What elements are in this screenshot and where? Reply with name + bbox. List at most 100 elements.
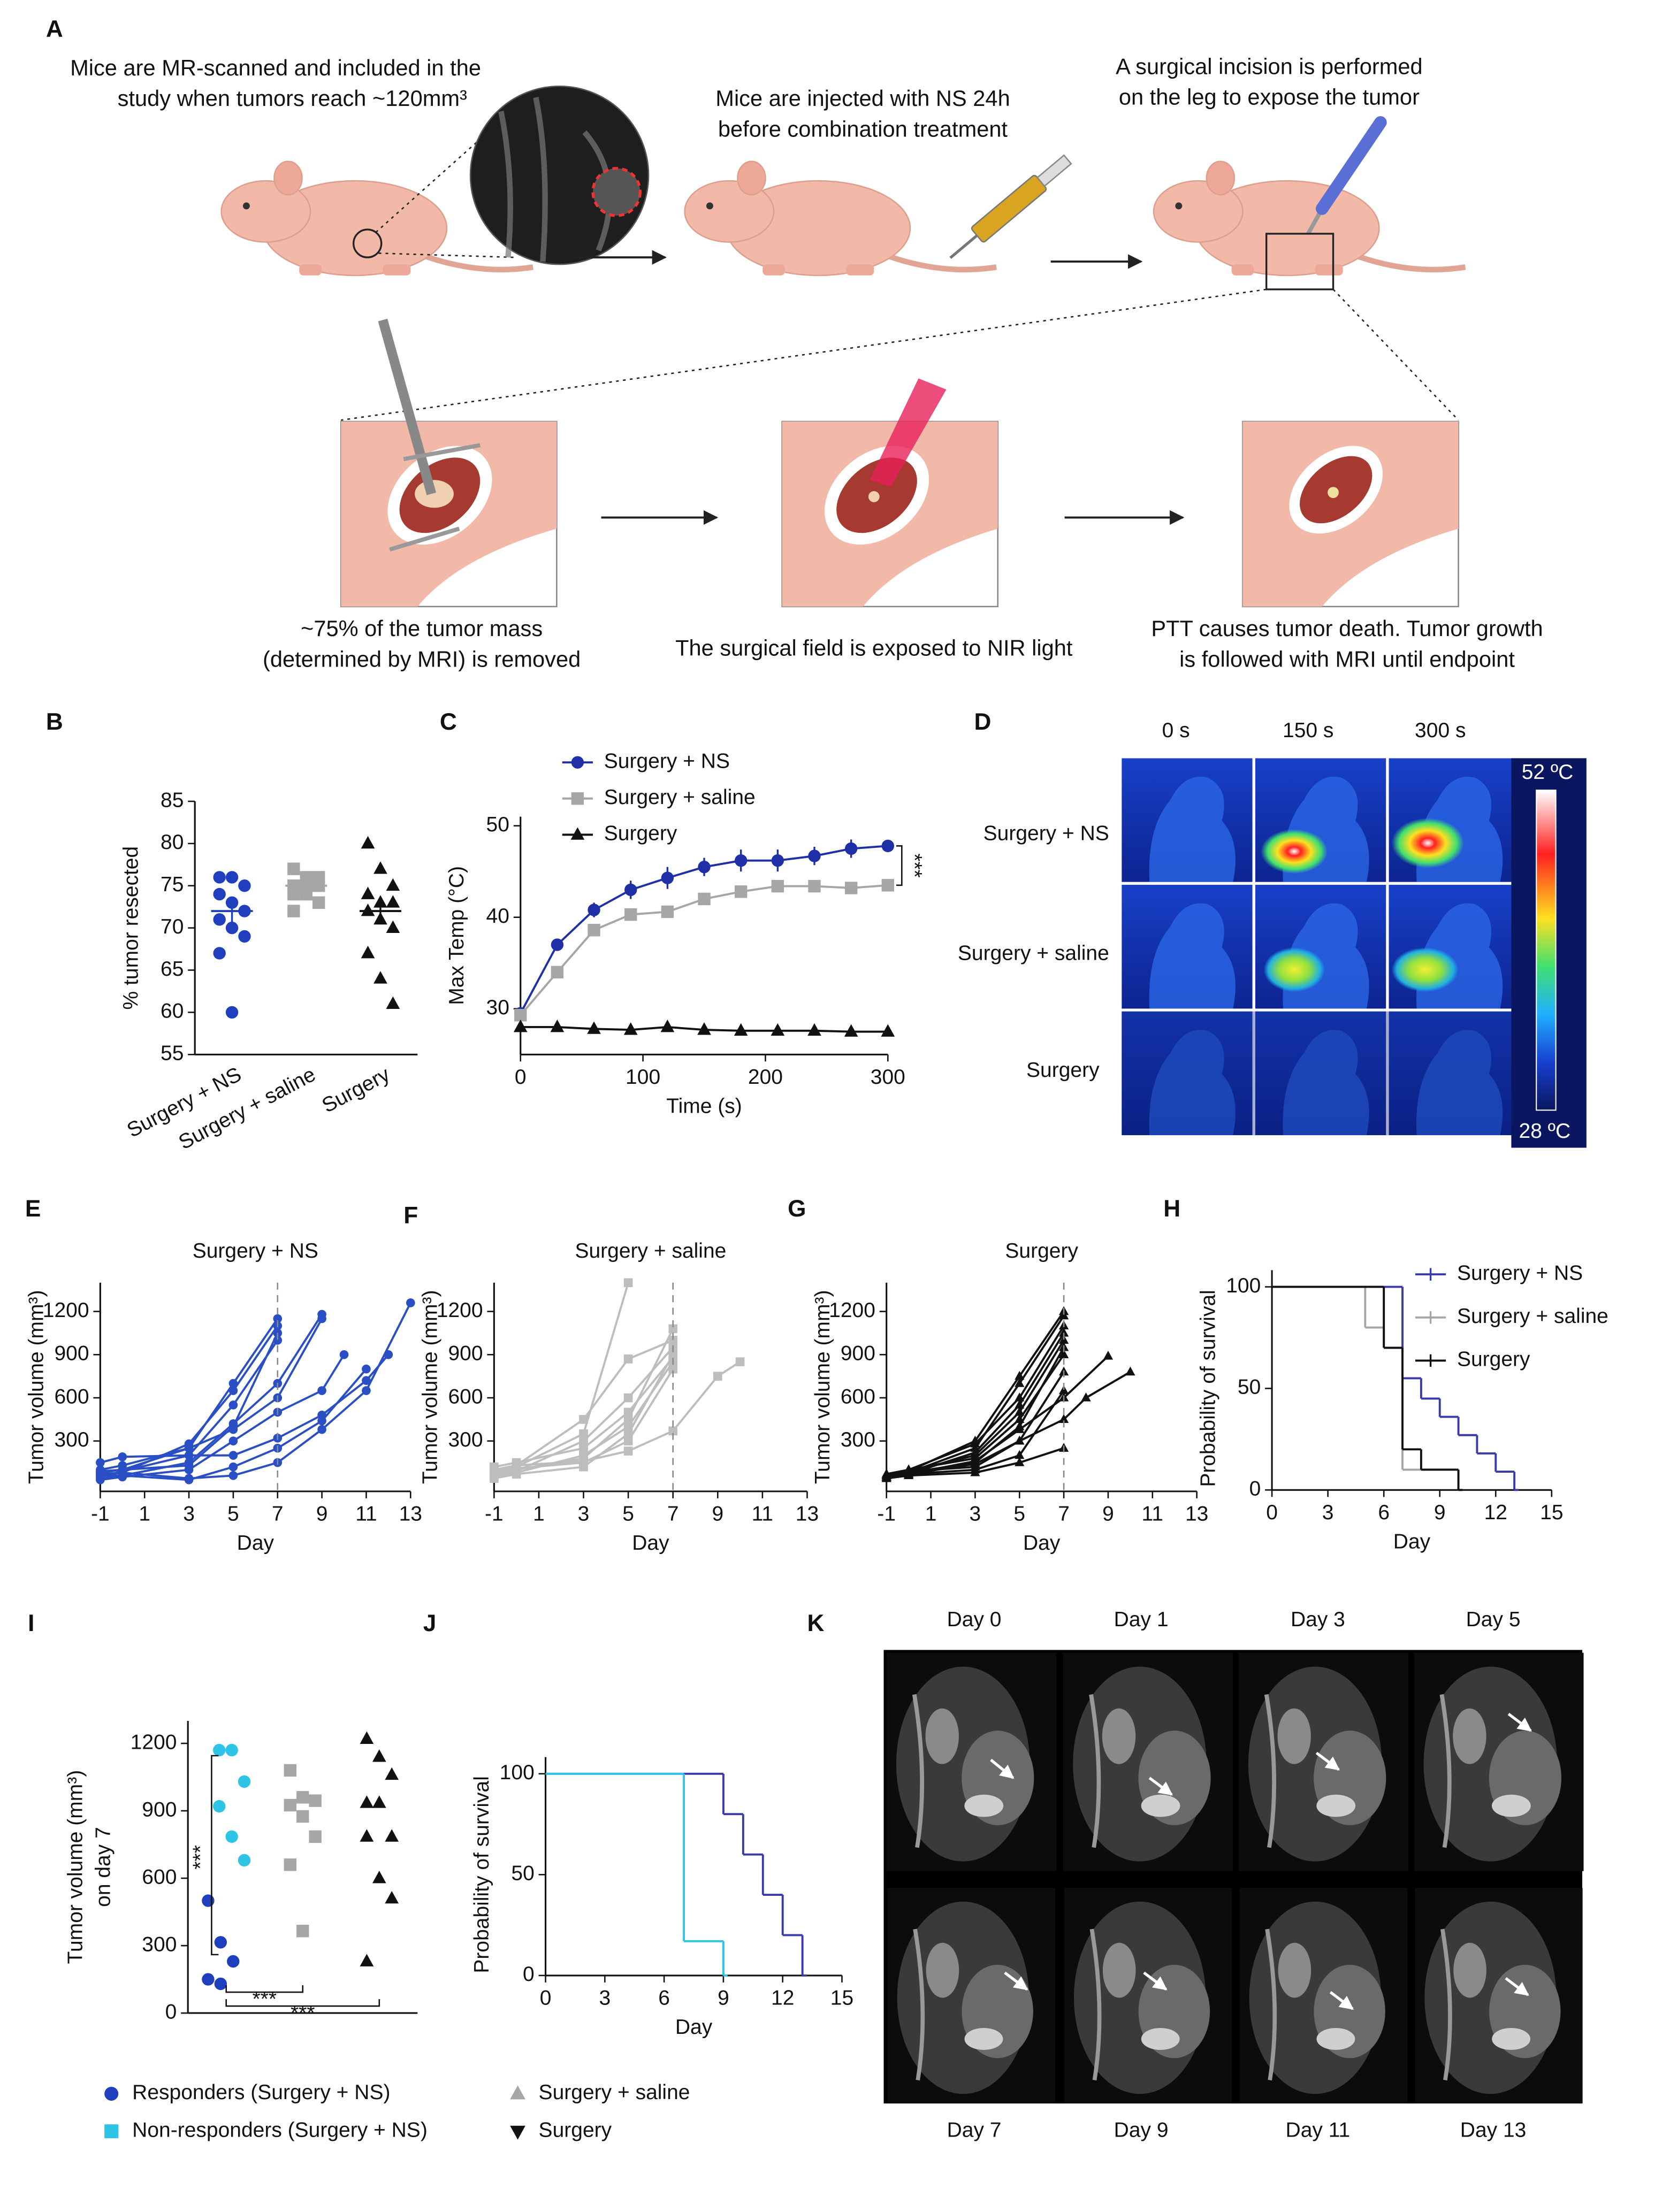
mouse-illustration <box>685 162 997 275</box>
data-point <box>202 1894 215 1907</box>
data-point <box>317 1416 326 1426</box>
data-point <box>698 860 711 874</box>
data-point <box>490 1465 499 1474</box>
data-point <box>386 878 400 891</box>
x-tick-label: 11 <box>752 1502 774 1525</box>
data-point <box>213 913 226 926</box>
mri-image <box>887 1653 1056 1871</box>
significance-bracket <box>225 1999 380 2007</box>
data-point <box>225 1743 238 1757</box>
y-tick-label: 100 <box>1226 1274 1261 1297</box>
x-tick-label: 13 <box>796 1502 819 1525</box>
chart-title: Surgery + saline <box>575 1239 726 1262</box>
data-point <box>284 1798 297 1812</box>
panel-label: B <box>46 709 63 735</box>
data-point <box>361 886 375 899</box>
y-axis-label: % tumor resected <box>119 846 142 1010</box>
y-tick-label: 30 <box>486 996 509 1019</box>
syringe <box>949 154 1072 259</box>
x-tick-label: 3 <box>578 1502 590 1525</box>
data-point <box>1058 1349 1069 1358</box>
x-tick-label: 7 <box>272 1502 284 1525</box>
legend-label: Responders (Surgery + NS) <box>132 2081 390 2104</box>
y-tick-label: 300 <box>448 1428 483 1451</box>
data-point <box>386 895 400 908</box>
data-point <box>661 871 674 884</box>
zoom-line <box>375 139 481 233</box>
x-tick-label: 0 <box>540 1986 552 2009</box>
x-tick-label: 5 <box>1013 1502 1025 1525</box>
data-point <box>807 1023 821 1036</box>
data-point <box>213 1743 226 1757</box>
significance-bracket <box>225 1985 304 1993</box>
column-label: 150 s <box>1283 719 1333 742</box>
data-point <box>118 1452 127 1461</box>
data-point <box>579 1443 588 1453</box>
data-point <box>771 1023 785 1036</box>
data-point <box>362 1376 371 1386</box>
y-axis-label: on day 7 <box>91 1827 115 1907</box>
colorbar-max: 52 ºC <box>1522 761 1574 784</box>
caption: PTT causes tumor death. Tumor growth <box>1151 616 1543 641</box>
legend-marker <box>104 2086 119 2101</box>
data-point <box>668 1364 678 1374</box>
x-tick-label: 300 <box>871 1066 905 1089</box>
data-point <box>588 923 600 937</box>
x-tick-label: 1 <box>925 1502 937 1525</box>
data-point <box>228 1462 238 1472</box>
panel-k: Day 0 Day 1 Day 3 Day 5 Day 7 Day 9 Day … <box>883 1608 1584 2141</box>
data-point <box>228 1471 238 1480</box>
zoom-line <box>1332 289 1459 421</box>
y-tick-label: 0 <box>523 1963 535 1986</box>
data-point <box>238 1854 251 1867</box>
panel-label: E <box>25 1196 41 1222</box>
data-point <box>881 1473 891 1482</box>
hot-spot <box>1391 818 1464 868</box>
scalpel <box>1306 116 1387 235</box>
y-tick-label: 60 <box>161 1000 184 1023</box>
y-tick-label: 50 <box>1238 1376 1261 1399</box>
legend-marker <box>510 2125 525 2140</box>
x-tick-label: 9 <box>316 1502 328 1525</box>
legend-label: Surgery + saline <box>604 786 756 809</box>
x-tick-label: 13 <box>1185 1502 1208 1525</box>
significance-label: *** <box>903 853 926 878</box>
x-tick-label: 6 <box>658 1986 670 2009</box>
row-label: Surgery + NS <box>983 822 1109 845</box>
mouse-illustration <box>1154 162 1466 275</box>
data-point <box>228 1436 238 1446</box>
chart-title: Surgery <box>1005 1239 1078 1262</box>
data-point <box>225 1006 239 1019</box>
data-point <box>844 1024 858 1037</box>
data-point <box>312 896 325 909</box>
x-tick-label: 12 <box>1484 1501 1507 1524</box>
x-tick-label: 200 <box>748 1066 783 1089</box>
day-label: Day 0 <box>947 1608 1002 1631</box>
x-tick-label: 0 <box>515 1066 527 1089</box>
y-tick-label: 600 <box>142 1865 177 1888</box>
caption: study when tumors reach ~120mm³ <box>118 86 467 111</box>
data-point <box>386 996 400 1009</box>
data-point <box>623 1415 633 1424</box>
data-point <box>588 904 600 916</box>
legend-marker <box>570 827 585 840</box>
mri-image <box>1063 1653 1233 1871</box>
data-point <box>317 1386 326 1395</box>
day-label: Day 7 <box>947 2118 1002 2141</box>
panel-label: K <box>807 1610 824 1636</box>
mri-arrows <box>990 1712 1532 2010</box>
data-point <box>228 1422 238 1432</box>
data-point <box>623 1354 633 1364</box>
y-tick-label: 40 <box>486 905 509 928</box>
data-point <box>661 905 674 919</box>
row-label: Surgery <box>1026 1059 1100 1082</box>
data-point <box>96 1458 105 1467</box>
y-tick-label: 600 <box>841 1385 875 1408</box>
day-label: Day 11 <box>1286 2118 1351 2141</box>
data-point <box>623 1446 633 1456</box>
x-tick-label: 15 <box>830 1986 853 2009</box>
data-point <box>624 883 637 897</box>
data-point <box>881 839 895 853</box>
data-point <box>362 1364 371 1374</box>
x-tick-label: 0 <box>1266 1501 1278 1524</box>
